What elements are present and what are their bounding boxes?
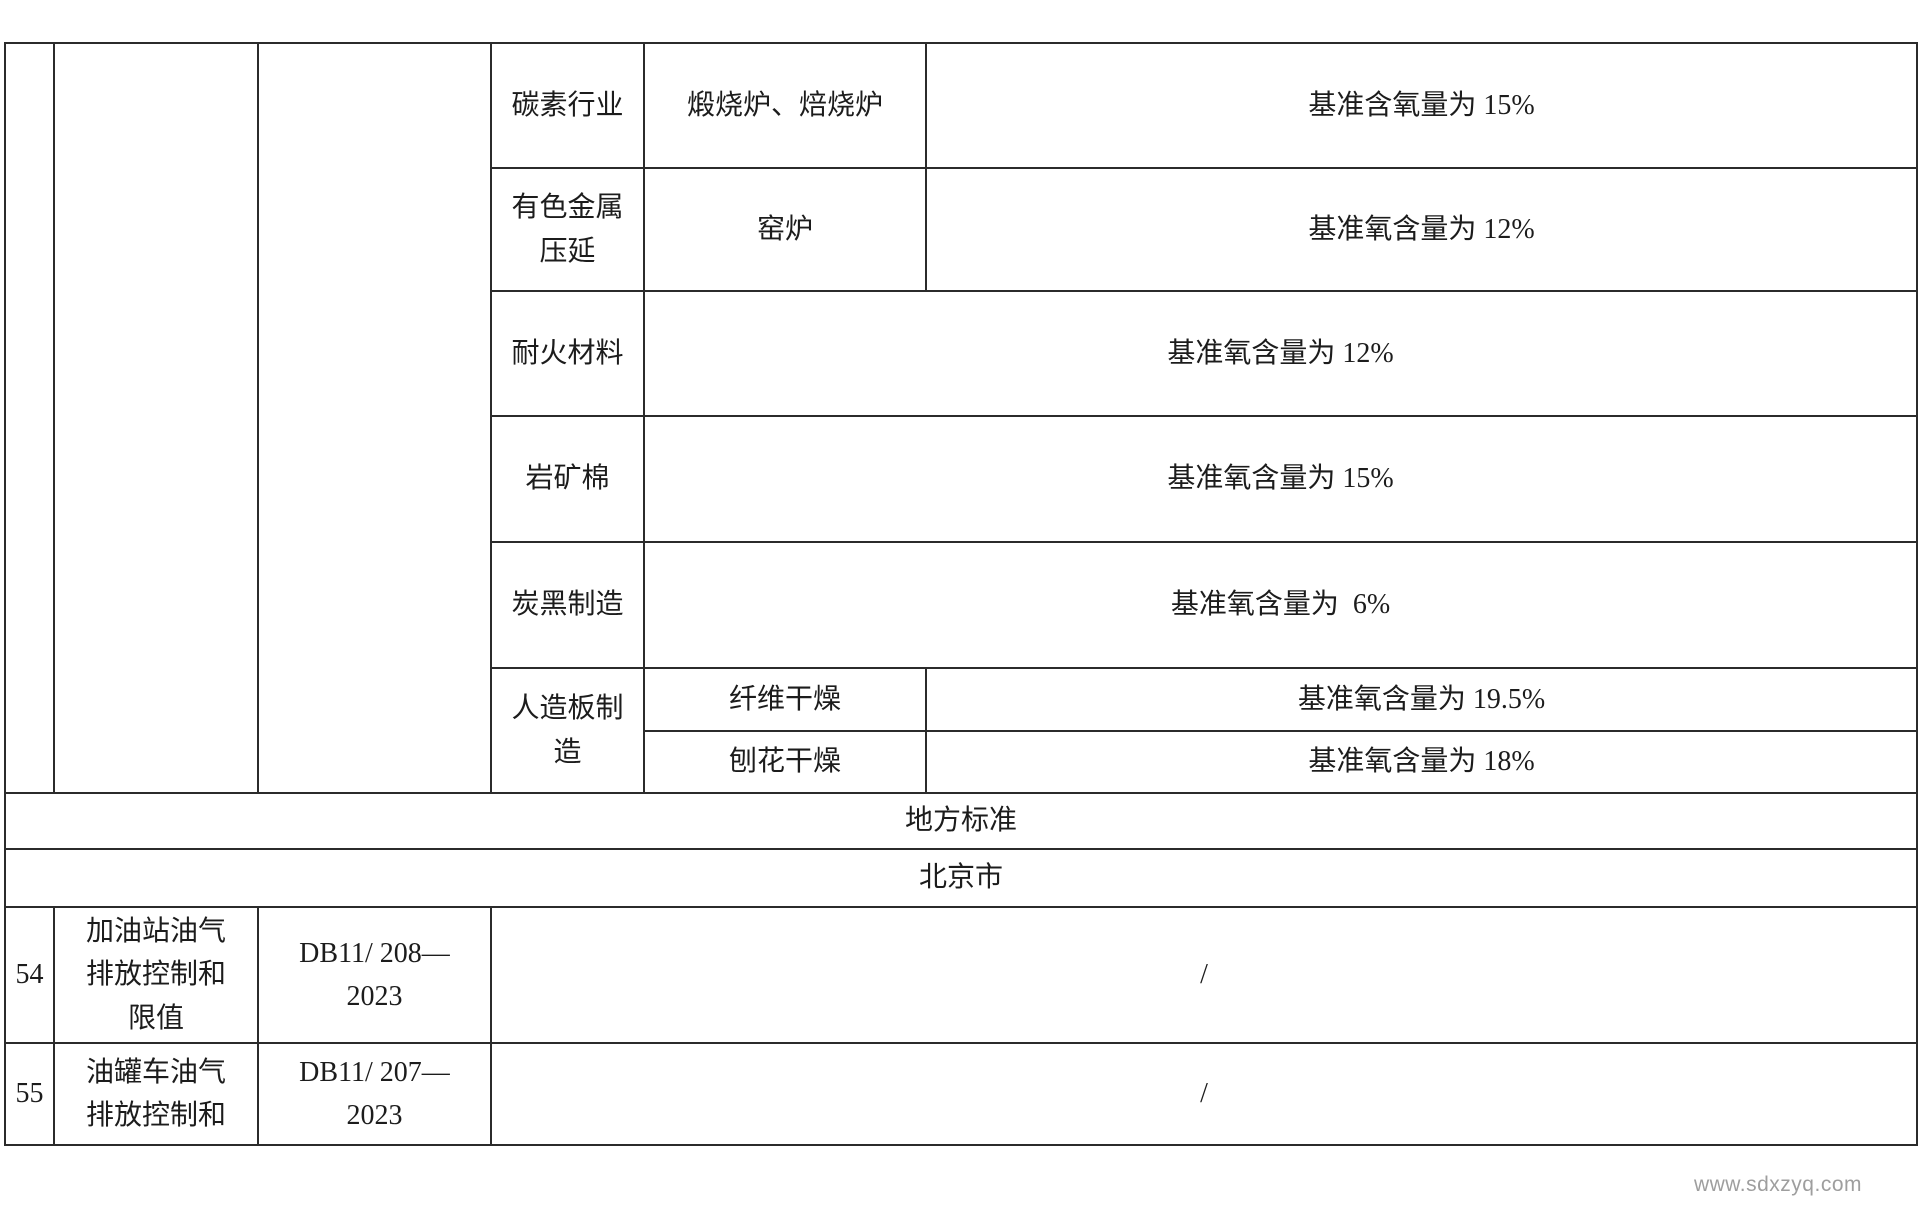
table-row: 耐火材料 基准氧含量为 12% xyxy=(5,290,1918,417)
requirement-cell: 基准氧含量为 12% xyxy=(643,290,1918,417)
section-header-local-standards: 地方标准 xyxy=(4,792,1918,850)
industry-cell: 碳素行业 xyxy=(490,42,645,169)
requirement-cell: 基准氧含量为 12% xyxy=(925,167,1918,292)
value-cell: / xyxy=(490,1042,1918,1147)
serial-continuation-cell xyxy=(4,42,55,794)
standard-name-cell: 油罐车油气 排放控制和 xyxy=(53,1042,259,1147)
facility-cell: 窑炉 xyxy=(643,167,927,292)
standard-code-cell: DB11/ 208— 2023 xyxy=(257,905,492,1045)
requirement-cell: 基准氧含量为 19.5% xyxy=(925,667,1918,732)
value-cell: / xyxy=(490,905,1918,1045)
standard-code-cell: DB11/ 207— 2023 xyxy=(257,1042,492,1147)
table-row: 北京市 xyxy=(4,848,1918,908)
table-row: 刨花干燥 基准氧含量为 18% xyxy=(5,730,1918,794)
table-row: 54 加油站油气 排放控制和 限值 DB11/ 208— 2023 / xyxy=(4,905,1918,1045)
industry-cell: 岩矿棉 xyxy=(490,415,645,543)
requirement-cell: 基准氧含量为 18% xyxy=(925,730,1918,794)
emission-standards-table: 碳素行业 煅烧炉、焙烧炉 基准含氧量为 15% 有色金属 压延 窑炉 基准氧含量… xyxy=(4,42,1918,1147)
watermark: www.sdxzyq.com xyxy=(1693,1173,1862,1196)
table-row: 人造板制 造 纤维干燥 基准氧含量为 19.5% xyxy=(5,667,1918,794)
industry-cell: 耐火材料 xyxy=(490,290,645,417)
facility-cell: 刨花干燥 xyxy=(643,730,927,794)
facility-cell: 纤维干燥 xyxy=(643,667,927,732)
industry-cell: 有色金属 压延 xyxy=(490,167,645,292)
requirement-cell: 基准氧含量为 15% xyxy=(643,415,1918,543)
table-row: 有色金属 压延 窑炉 基准氧含量为 12% xyxy=(5,167,1918,292)
facility-cell: 煅烧炉、焙烧炉 xyxy=(643,42,927,169)
section-header-beijing: 北京市 xyxy=(4,848,1918,908)
table-row: 55 油罐车油气 排放控制和 DB11/ 207— 2023 / xyxy=(4,1042,1918,1147)
row-number-cell: 54 xyxy=(4,905,55,1045)
table-row: 地方标准 xyxy=(4,792,1918,850)
standard-name-cell: 加油站油气 排放控制和 限值 xyxy=(53,905,259,1045)
requirement-cell: 基准含氧量为 15% xyxy=(925,42,1918,169)
table-row: 炭黑制造 基准氧含量为 6% xyxy=(5,541,1918,669)
code-continuation-cell xyxy=(257,42,492,794)
industry-cell: 人造板制 造 xyxy=(490,667,645,794)
requirement-cell: 基准氧含量为 6% xyxy=(643,541,1918,669)
table-row: 岩矿棉 基准氧含量为 15% xyxy=(5,415,1918,543)
row-number-cell: 55 xyxy=(4,1042,55,1147)
industry-cell: 炭黑制造 xyxy=(490,541,645,669)
table-row: 碳素行业 煅烧炉、焙烧炉 基准含氧量为 15% xyxy=(4,42,1918,794)
name-continuation-cell xyxy=(53,42,259,794)
